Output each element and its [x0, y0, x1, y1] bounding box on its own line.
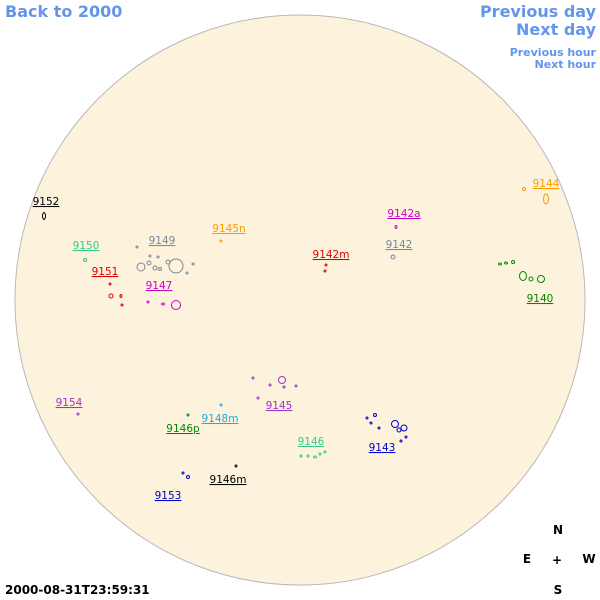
region-label[interactable]: 9152	[33, 196, 60, 208]
sunspot	[365, 416, 369, 420]
sunspot	[323, 269, 327, 273]
sunspot	[299, 454, 303, 458]
previous-day-link[interactable]: Previous day	[480, 2, 597, 21]
sunspot	[369, 421, 373, 425]
sunspot	[83, 258, 87, 262]
sunspot	[306, 454, 310, 458]
back-link[interactable]: Back to 2000	[5, 2, 122, 21]
sunspot	[294, 384, 298, 388]
timestamp: 2000-08-31T23:59:31	[5, 583, 150, 597]
sunspot	[185, 271, 189, 275]
region-label[interactable]: 9149	[149, 235, 176, 247]
sunspot	[394, 225, 398, 229]
sunspot	[400, 424, 408, 432]
sunspot	[156, 255, 160, 259]
sunspot	[165, 259, 171, 265]
sunspot	[373, 413, 377, 417]
sunspot	[119, 294, 123, 298]
sunspot	[186, 413, 190, 417]
region-label[interactable]: 9153	[155, 490, 182, 502]
sunspot	[519, 271, 527, 281]
sunspot	[152, 265, 158, 271]
sunspot	[268, 383, 272, 387]
sunspot	[278, 376, 286, 384]
sunspot	[404, 435, 408, 439]
sunspot	[168, 258, 184, 274]
region-label[interactable]: 9148m	[202, 413, 239, 425]
sunspot	[76, 412, 80, 416]
sunspot	[251, 376, 255, 380]
compass-east: E	[523, 552, 531, 566]
region-label[interactable]: 9142m	[313, 249, 350, 261]
compass-center: +	[552, 553, 562, 567]
sunspot	[219, 403, 223, 407]
compass-north: N	[553, 523, 563, 537]
sunspot	[324, 263, 328, 267]
sunspot	[313, 455, 317, 459]
sunspot	[399, 439, 403, 443]
sunspot	[391, 420, 399, 428]
sunspot	[108, 293, 114, 299]
sunspot	[511, 260, 515, 264]
sunspot	[504, 261, 508, 265]
sunspot	[171, 300, 181, 310]
previous-hour-link[interactable]: Previous hour	[510, 46, 597, 59]
region-label[interactable]: 9145	[266, 400, 293, 412]
compass-west: W	[582, 552, 595, 566]
sunspot	[146, 260, 152, 266]
sunspot	[396, 427, 402, 433]
sunspot	[158, 267, 162, 271]
sunspot	[120, 303, 124, 307]
sunspot	[42, 212, 46, 220]
sunspot	[318, 452, 322, 456]
sunspot	[256, 396, 260, 400]
sunspot	[191, 262, 195, 266]
sunspot	[146, 300, 150, 304]
region-label[interactable]: 9146p	[166, 423, 200, 435]
sunspot	[528, 276, 534, 282]
sunspot	[186, 475, 190, 479]
region-label[interactable]: 9146m	[210, 474, 247, 486]
sunspot	[148, 254, 152, 258]
region-label[interactable]: 9140	[527, 293, 554, 305]
sunspot	[498, 262, 502, 266]
sunspot	[522, 187, 526, 191]
sunspot	[161, 302, 165, 306]
sunspot	[108, 282, 112, 286]
region-label[interactable]: 9147	[146, 280, 173, 292]
region-label[interactable]: 9146	[298, 436, 325, 448]
region-label[interactable]: 9142	[386, 239, 413, 251]
sunspot	[219, 239, 223, 243]
region-label[interactable]: 9154	[56, 397, 83, 409]
next-hour-link[interactable]: Next hour	[535, 58, 597, 71]
compass-south: S	[554, 583, 563, 597]
region-label[interactable]: 9142a	[387, 208, 420, 220]
region-label[interactable]: 9151	[92, 266, 119, 278]
region-label[interactable]: 9150	[73, 240, 100, 252]
sunspot	[323, 450, 327, 454]
region-label[interactable]: 9145n	[212, 223, 245, 235]
region-label[interactable]: 9143	[369, 442, 396, 454]
next-day-link[interactable]: Next day	[516, 20, 597, 39]
sunspot	[181, 471, 185, 475]
sunspot	[136, 262, 146, 272]
sunspot	[537, 275, 545, 283]
sunspot	[135, 245, 139, 249]
sunspot	[543, 193, 549, 205]
solar-disk	[14, 14, 586, 586]
region-label[interactable]: 9144	[533, 178, 560, 190]
sunspot	[390, 254, 396, 260]
sunspot	[282, 385, 286, 389]
sunspot	[234, 464, 238, 468]
sunspot	[377, 426, 381, 430]
